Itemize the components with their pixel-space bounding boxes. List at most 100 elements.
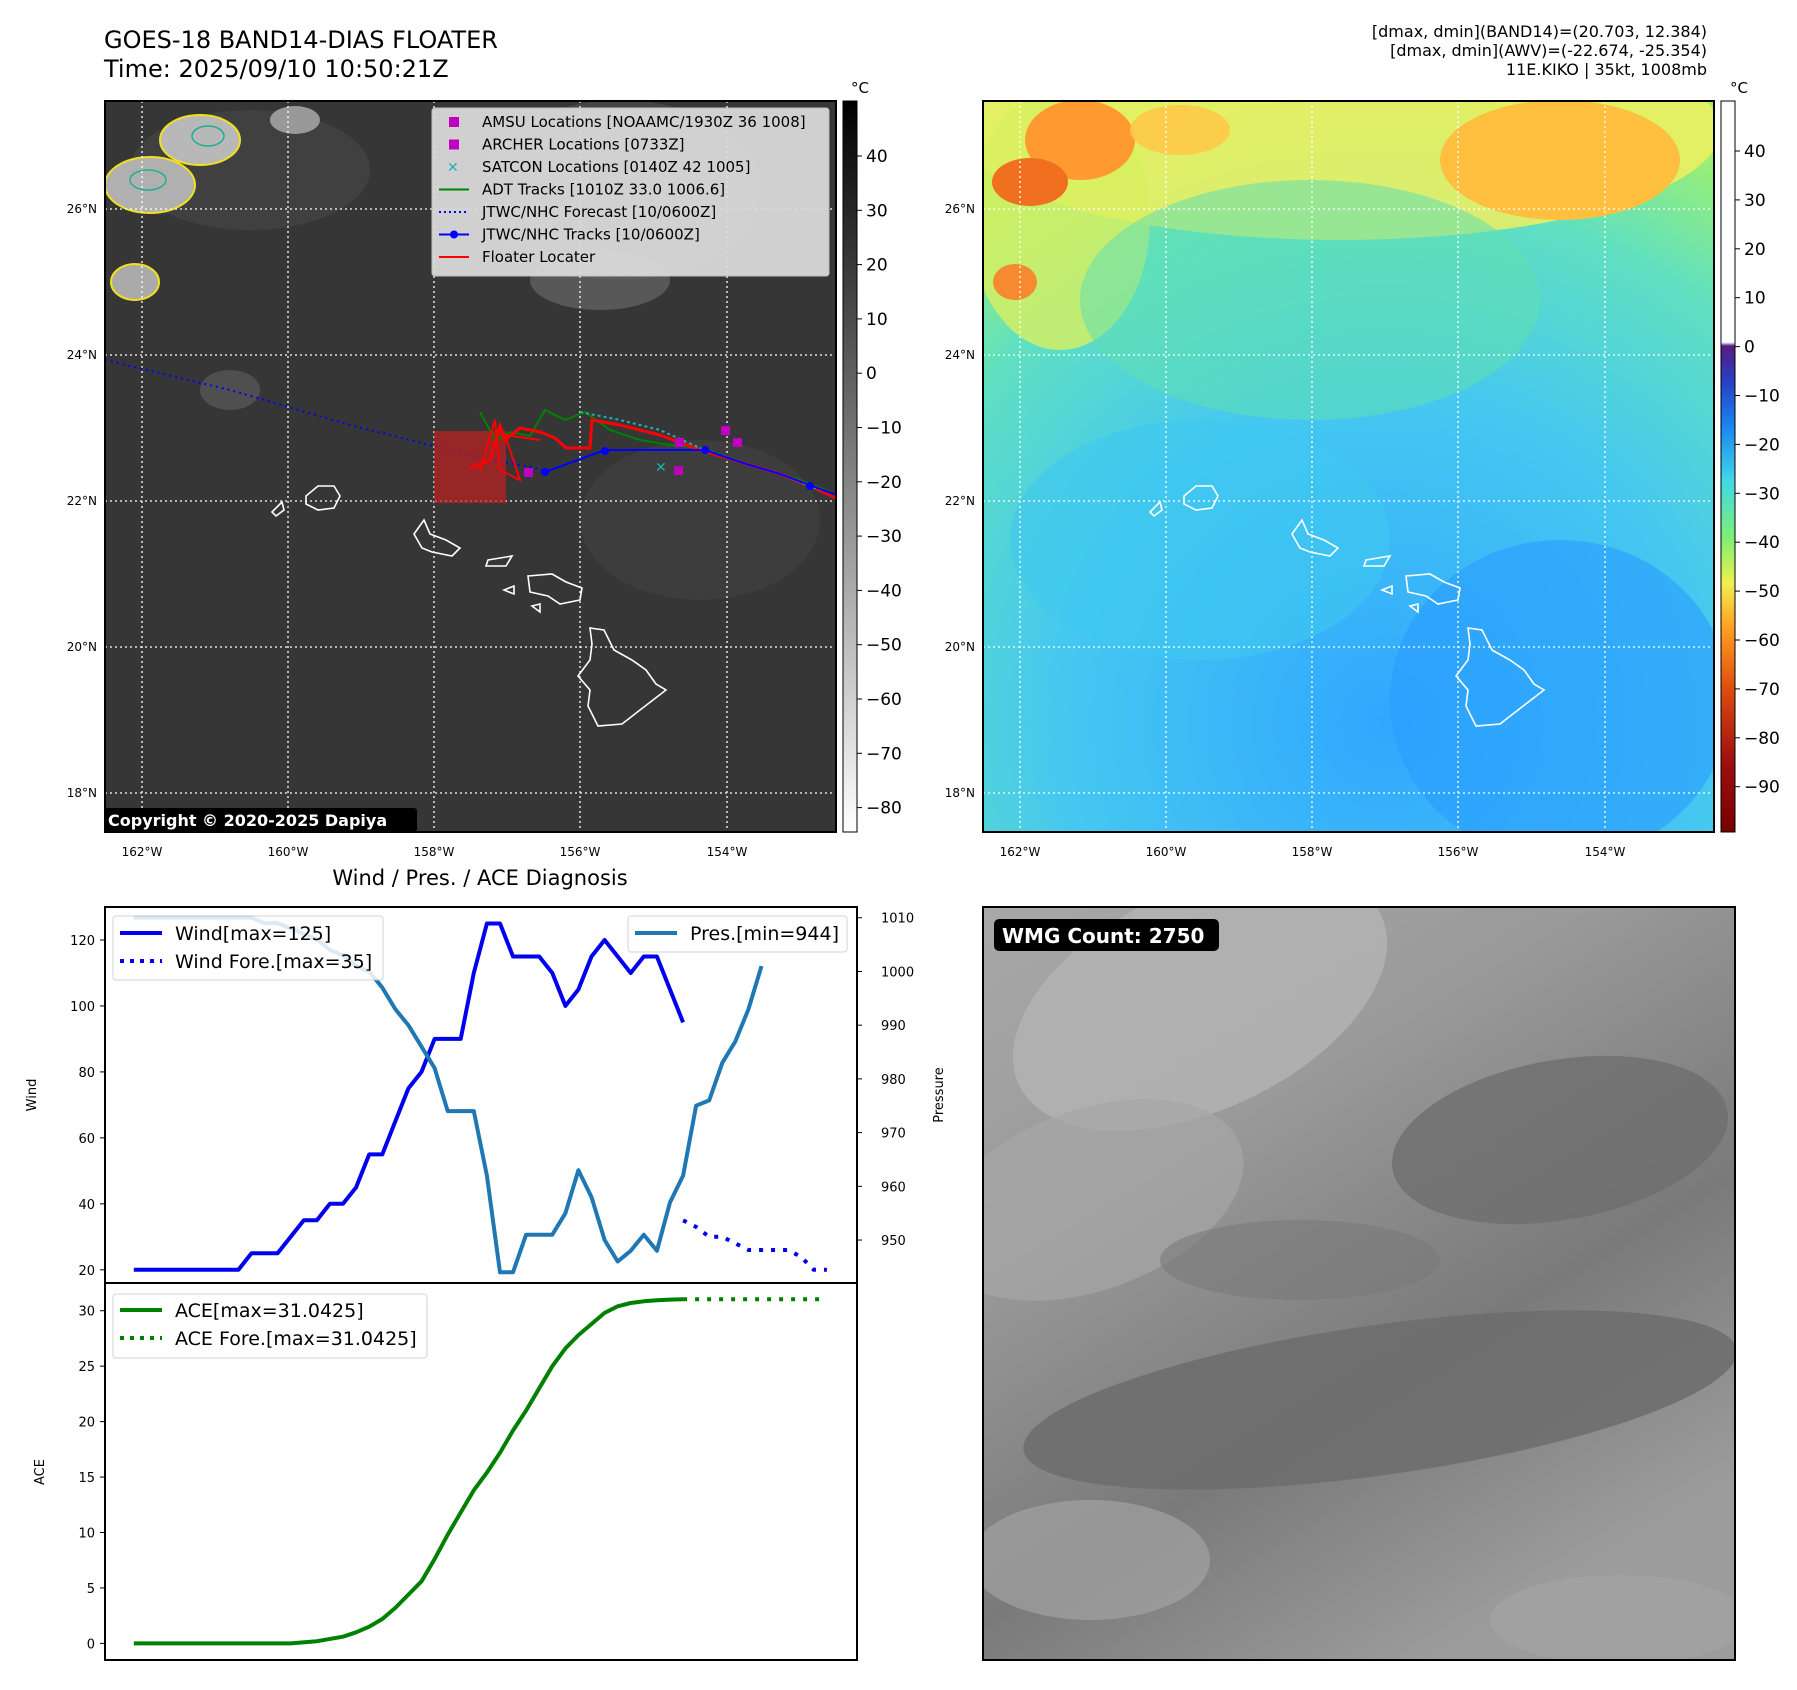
colorbar-tick-label: −50 [866, 636, 902, 656]
colorbar-tick-label: −50 [1744, 582, 1780, 602]
wv-map-panel: 26°N 24°N 22°N 20°N 18°N 162°W 160°W 158°W 156°… [945, 100, 1715, 859]
ir-colorbar: °C 40 30 20 10 0 −10 −20 −30 −40 −50 −60 −70 −80 [842, 79, 902, 833]
copyright-text: Copyright © 2020-2025 Dapiya [108, 811, 387, 830]
ir-map-legend: AMSU Locations [NOAAMC/1930Z 36 1008] ARC… [431, 107, 830, 277]
ace-axis-label: ACE [33, 1459, 48, 1485]
colorbar-tick-label: 10 [866, 310, 888, 330]
colorbar-tick-label: −30 [1744, 484, 1780, 504]
lat-label: 22°N [67, 494, 97, 508]
colorbar-tick-label: −80 [1744, 729, 1780, 749]
wmg-panel: WMG Count: 2750 [982, 906, 1736, 1661]
lat-label: 18°N [67, 786, 97, 800]
lat-label: 18°N [945, 786, 975, 800]
ir-map-lat-labels: 26°N 24°N 22°N 20°N 18°N [67, 202, 97, 800]
lat-label: 22°N [945, 494, 975, 508]
lon-label: 158°W [1292, 845, 1333, 859]
map-legend-item: JTWC/NHC Forecast [10/0600Z] [439, 203, 716, 221]
wv-moisture-field [983, 101, 1714, 832]
colorbar-tick-label: −10 [866, 419, 902, 439]
lat-label: 24°N [67, 348, 97, 362]
wind-legend-label: Wind[max=125] [175, 923, 331, 945]
wv-map-lat-labels: 26°N 24°N 22°N 20°N 18°N [945, 202, 975, 800]
colorbar-tick-label: −40 [1744, 533, 1780, 553]
colorbar-tick-label: −60 [1744, 631, 1780, 651]
wind-legend-label: Wind Fore.[max=35] [175, 951, 372, 973]
colorbar-tick-label: 30 [1744, 191, 1766, 211]
ace-legend-label: ACE Fore.[max=31.0425] [175, 1328, 417, 1350]
wv-map-gridlines [983, 101, 1714, 832]
ace-tick-label: 20 [78, 1416, 95, 1431]
colorbar-tick-label: 0 [1744, 338, 1755, 358]
lon-label: 160°W [268, 845, 309, 859]
colorbar-tick-label: −20 [866, 473, 902, 493]
lon-label: 154°W [707, 845, 748, 859]
ace-tick-label: 15 [78, 1471, 95, 1486]
wmg-count-badge [994, 919, 1219, 951]
stats-line-3: 11E.KIKO | 35kt, 1008mb [1505, 60, 1707, 79]
stats-block: [dmax, dmin](BAND14)=(20.703, 12.384) [d… [1372, 22, 1707, 79]
wv-hawaii-coastlines [1148, 485, 1546, 727]
wv-map-frame [982, 100, 1715, 833]
wv-map-lon-labels: 162°W 160°W 158°W 156°W 154°W [1000, 845, 1626, 859]
wv-colorbar-unit: °C [1730, 79, 1748, 97]
lon-label: 158°W [414, 845, 455, 859]
colorbar-tick-label: −80 [866, 799, 902, 819]
pressure-legend-label: Pres.[min=944] [690, 923, 839, 945]
map-legend-item: Floater Locater [439, 248, 596, 266]
pressure-tick-label: 990 [881, 1019, 906, 1034]
wv-colorbar-scale [1720, 100, 1736, 833]
colorbar-tick-label: 10 [1744, 289, 1766, 309]
ace-series-line [133, 1297, 684, 1646]
ace-tick-label: 5 [87, 1582, 95, 1597]
wind-tick-label: 80 [78, 1066, 95, 1081]
stats-line-2: [dmax, dmin](AWV)=(-22.674, -25.354) [1390, 41, 1707, 60]
ace-chart: 0 5 10 15 20 25 30 ACE[max=31.0425] ACE Fore.[m… [33, 1282, 858, 1661]
map-legend-item: ADT Tracks [1010Z 33.0 1006.6] [439, 181, 725, 199]
figure-title: GOES-18 BAND14-DIAS FLOATER Time: 2025/0… [104, 26, 498, 84]
map-legend-label: ADT Tracks [1010Z 33.0 1006.6] [482, 181, 725, 199]
ir-hawaii-coastlines [270, 485, 668, 727]
ir-map-frame [104, 100, 837, 833]
lat-label: 26°N [945, 202, 975, 216]
pressure-legend: Pres.[min=944] [627, 915, 848, 953]
ace-tick-label: 25 [78, 1360, 95, 1375]
pressure-tick-label: 980 [881, 1073, 906, 1088]
ir-storm-tracks: ✕ [105, 359, 836, 503]
map-legend-item: ARCHER Locations [0733Z] [449, 136, 685, 154]
lon-label: 156°W [560, 845, 601, 859]
diagnosis-title: Wind / Pres. / ACE Diagnosis [332, 866, 627, 890]
colorbar-tick-label: 20 [1744, 240, 1766, 260]
lon-label: 160°W [1146, 845, 1187, 859]
pressure-tick-label: 1000 [881, 965, 914, 980]
map-legend-label: JTWC/NHC Forecast [10/0600Z] [481, 203, 716, 221]
ir-colorbar-unit: °C [851, 79, 869, 97]
lat-label: 24°N [945, 348, 975, 362]
colorbar-tick-label: 30 [866, 201, 888, 221]
wv-colorbar: °C 40 30 20 10 0 −10 −20 −30 −40 −50 −60 −70 −80 −90 [1720, 79, 1780, 833]
wind-pressure-chart: Wind / Pres. / ACE Diagnosis 20 40 60 80 100… [25, 866, 947, 1284]
colorbar-tick-label: −60 [866, 690, 902, 710]
stats-line-1: [dmax, dmin](BAND14)=(20.703, 12.384) [1371, 22, 1707, 41]
colorbar-tick-label: −30 [866, 527, 902, 547]
copyright-badge [104, 808, 417, 832]
map-legend-item: AMSU Locations [NOAAMC/1930Z 36 1008] [449, 113, 806, 131]
colorbar-tick-label: 40 [1744, 142, 1766, 162]
wind-tick-label: 20 [78, 1264, 95, 1279]
pressure-tick-label: 950 [881, 1234, 906, 1249]
lat-label: 26°N [67, 202, 97, 216]
svg-text:✕: ✕ [447, 160, 459, 176]
lat-label: 20°N [945, 640, 975, 654]
wind-tick-label: 120 [70, 934, 95, 949]
lat-label: 20°N [67, 640, 97, 654]
map-legend-label: Floater Locater [482, 248, 596, 266]
pressure-tick-label: 1010 [881, 912, 914, 927]
title-line-2: Time: 2025/09/10 10:50:21Z [104, 55, 449, 83]
wind-legend: Wind[max=125] Wind Fore.[max=35] [112, 915, 384, 981]
map-legend-label: SATCON Locations [0140Z 42 1005] [482, 158, 750, 176]
colorbar-tick-label: −10 [1744, 387, 1780, 407]
wind-tick-label: 60 [78, 1132, 95, 1147]
map-legend-label: ARCHER Locations [0733Z] [482, 136, 685, 154]
ir-map-lon-labels: 162°W 160°W 158°W 156°W 154°W [122, 845, 748, 859]
wmg-count-text: WMG Count: 2750 [1002, 924, 1204, 948]
